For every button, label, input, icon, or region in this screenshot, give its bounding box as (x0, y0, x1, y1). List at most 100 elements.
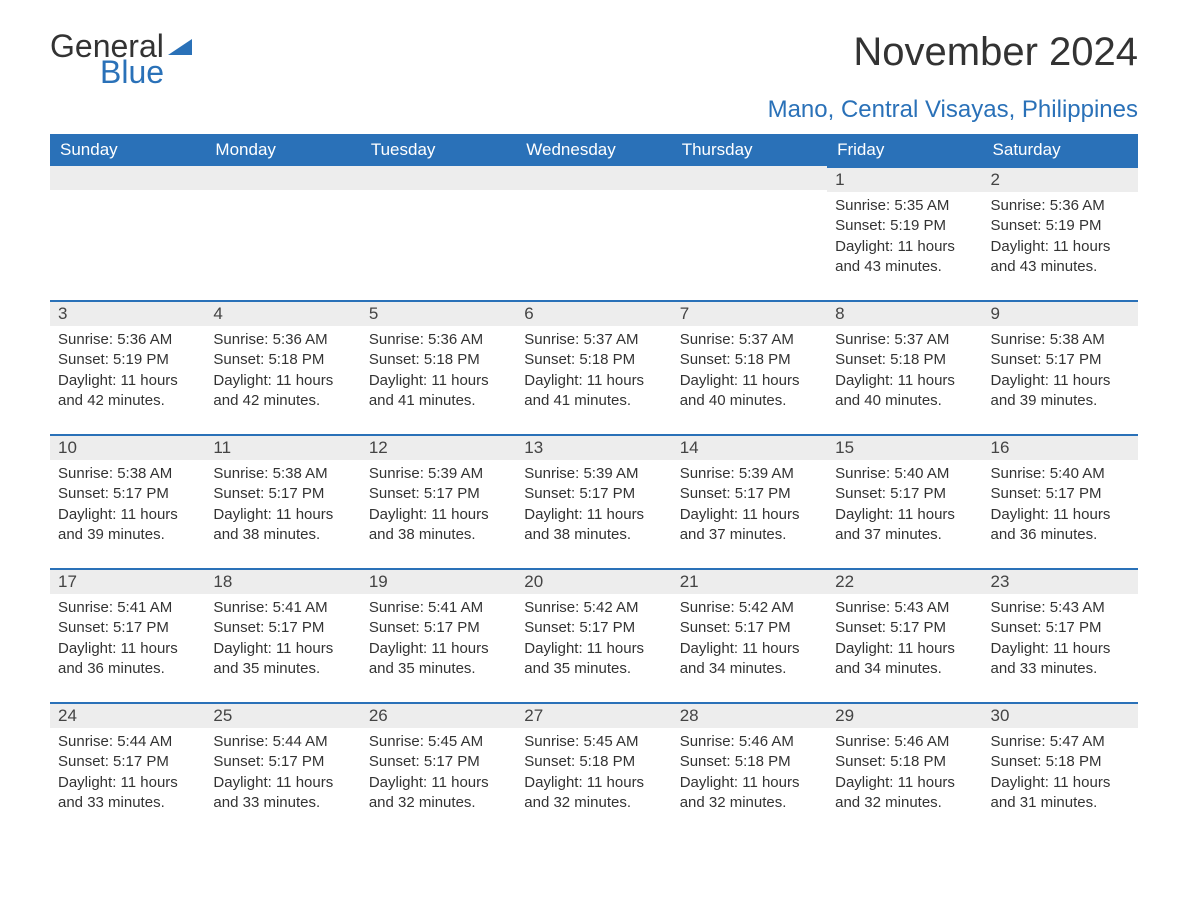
sunset-value: 5:17 PM (579, 485, 635, 502)
calendar-week: 10Sunrise: 5:38 AMSunset: 5:17 PMDayligh… (50, 434, 1138, 568)
day-number: 10 (50, 434, 205, 460)
day-number: 24 (50, 702, 205, 728)
calendar-day: 16Sunrise: 5:40 AMSunset: 5:17 PMDayligh… (983, 434, 1138, 568)
daylight-line: Daylight: 11 hours and 37 minutes. (680, 505, 819, 546)
sunrise-label: Sunrise: (58, 465, 113, 482)
sunrise-value: 5:46 AM (894, 733, 949, 750)
calendar-day: 22Sunrise: 5:43 AMSunset: 5:17 PMDayligh… (827, 568, 982, 702)
daylight-label: Daylight: (835, 372, 893, 389)
sunrise-value: 5:40 AM (894, 465, 949, 482)
daylight-label: Daylight: (991, 640, 1049, 657)
sunset-label: Sunset: (213, 619, 264, 636)
day-number: 13 (516, 434, 671, 460)
sunrise-label: Sunrise: (213, 599, 268, 616)
daylight-line: Daylight: 11 hours and 38 minutes. (369, 505, 508, 546)
calendar-day: 7Sunrise: 5:37 AMSunset: 5:18 PMDaylight… (672, 300, 827, 434)
daylight-line: Daylight: 11 hours and 36 minutes. (991, 505, 1130, 546)
sunset-line: Sunset: 5:18 PM (835, 350, 974, 370)
day-number: 2 (983, 166, 1138, 192)
sunrise-line: Sunrise: 5:44 AM (213, 732, 352, 752)
day-details: Sunrise: 5:43 AMSunset: 5:17 PM Daylight:… (983, 594, 1138, 685)
sunrise-value: 5:37 AM (739, 331, 794, 348)
sunrise-label: Sunrise: (369, 331, 424, 348)
sunrise-label: Sunrise: (680, 599, 735, 616)
day-number: 15 (827, 434, 982, 460)
calendar-body: 1Sunrise: 5:35 AMSunset: 5:19 PMDaylight… (50, 166, 1138, 836)
sunrise-value: 5:35 AM (894, 197, 949, 214)
daylight-label: Daylight: (369, 372, 427, 389)
sunset-label: Sunset: (991, 753, 1042, 770)
day-details: Sunrise: 5:45 AMSunset: 5:18 PMDaylight:… (516, 728, 671, 819)
sunset-line: Sunset: 5:17 PM (58, 618, 197, 638)
sunrise-label: Sunrise: (835, 733, 890, 750)
daylight-label: Daylight: (991, 372, 1049, 389)
day-number: 21 (672, 568, 827, 594)
sunrise-line: Sunrise: 5:43 AM (991, 598, 1130, 618)
sunset-label: Sunset: (835, 753, 886, 770)
sunset-label: Sunset: (213, 485, 264, 502)
sunrise-line: Sunrise: 5:37 AM (680, 330, 819, 350)
sunrise-value: 5:39 AM (583, 465, 638, 482)
sunset-line: Sunset: 5:17 PM (991, 618, 1130, 638)
day-details: Sunrise: 5:36 AMSunset: 5:18 PMDaylight:… (361, 326, 516, 417)
sunrise-label: Sunrise: (991, 197, 1046, 214)
sunset-line: Sunset: 5:17 PM (213, 752, 352, 772)
daylight-line: Daylight: 11 hours and 34 minutes. (680, 639, 819, 680)
day-details: Sunrise: 5:42 AMSunset: 5:17 PMDaylight:… (672, 594, 827, 685)
calendar-day: 28Sunrise: 5:46 AMSunset: 5:18 PMDayligh… (672, 702, 827, 836)
sunrise-label: Sunrise: (213, 331, 268, 348)
sunset-line: Sunset: 5:17 PM (369, 752, 508, 772)
sunrise-line: Sunrise: 5:47 AM (991, 732, 1130, 752)
daylight-line: Daylight: 11 hours and 41 minutes. (369, 371, 508, 412)
calendar-day: 10Sunrise: 5:38 AMSunset: 5:17 PMDayligh… (50, 434, 205, 568)
sunrise-line: Sunrise: 5:39 AM (524, 464, 663, 484)
sunset-label: Sunset: (991, 485, 1042, 502)
day-number: 9 (983, 300, 1138, 326)
day-details: Sunrise: 5:39 AMSunset: 5:17 PMDaylight:… (672, 460, 827, 551)
day-details: Sunrise: 5:39 AMSunset: 5:17 PMDaylight:… (516, 460, 671, 551)
sunset-value: 5:17 PM (268, 619, 324, 636)
calendar-empty-day (50, 166, 205, 300)
sunset-line: Sunset: 5:19 PM (835, 216, 974, 236)
day-details: Sunrise: 5:40 AMSunset: 5:17 PMDaylight:… (983, 460, 1138, 551)
calendar-day: 19Sunrise: 5:41 AMSunset: 5:17 PMDayligh… (361, 568, 516, 702)
sunset-label: Sunset: (213, 351, 264, 368)
daylight-label: Daylight: (58, 506, 116, 523)
sunrise-line: Sunrise: 5:46 AM (680, 732, 819, 752)
sunset-line: Sunset: 5:18 PM (835, 752, 974, 772)
calendar-day: 25Sunrise: 5:44 AMSunset: 5:17 PMDayligh… (205, 702, 360, 836)
daylight-line: Daylight: 11 hours and 38 minutes. (524, 505, 663, 546)
sunrise-value: 5:45 AM (428, 733, 483, 750)
daylight-label: Daylight: (835, 774, 893, 791)
sunset-line: Sunset: 5:18 PM (369, 350, 508, 370)
calendar-table: SundayMondayTuesdayWednesdayThursdayFrid… (50, 134, 1138, 836)
sunrise-line: Sunrise: 5:40 AM (835, 464, 974, 484)
sunrise-line: Sunrise: 5:36 AM (369, 330, 508, 350)
sunrise-value: 5:36 AM (428, 331, 483, 348)
sunset-value: 5:19 PM (113, 351, 169, 368)
sunrise-value: 5:39 AM (739, 465, 794, 482)
sunrise-line: Sunrise: 5:35 AM (835, 196, 974, 216)
calendar-week: 17Sunrise: 5:41 AMSunset: 5:17 PMDayligh… (50, 568, 1138, 702)
day-details: Sunrise: 5:41 AMSunset: 5:17 PMDaylight:… (50, 594, 205, 685)
day-number: 5 (361, 300, 516, 326)
calendar-day: 11Sunrise: 5:38 AMSunset: 5:17 PMDayligh… (205, 434, 360, 568)
daylight-label: Daylight: (213, 372, 271, 389)
sunrise-label: Sunrise: (524, 465, 579, 482)
sunset-value: 5:18 PM (268, 351, 324, 368)
sunrise-value: 5:47 AM (1050, 733, 1105, 750)
calendar-day: 20Sunrise: 5:42 AMSunset: 5:17 PMDayligh… (516, 568, 671, 702)
sunset-line: Sunset: 5:17 PM (524, 484, 663, 504)
sunset-label: Sunset: (58, 485, 109, 502)
calendar-day: 17Sunrise: 5:41 AMSunset: 5:17 PMDayligh… (50, 568, 205, 702)
sunrise-line: Sunrise: 5:36 AM (213, 330, 352, 350)
day-number: 17 (50, 568, 205, 594)
day-number: 19 (361, 568, 516, 594)
site-logo: General Blue (50, 30, 196, 88)
sunrise-line: Sunrise: 5:39 AM (369, 464, 508, 484)
sunrise-value: 5:37 AM (583, 331, 638, 348)
sunset-value: 5:18 PM (579, 351, 635, 368)
sunset-label: Sunset: (835, 351, 886, 368)
sunset-line: Sunset: 5:18 PM (991, 752, 1130, 772)
daylight-line: Daylight: 11 hours and 40 minutes. (680, 371, 819, 412)
